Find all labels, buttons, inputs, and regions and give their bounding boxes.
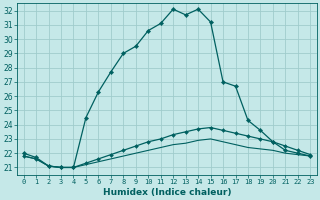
X-axis label: Humidex (Indice chaleur): Humidex (Indice chaleur) [103,188,231,197]
